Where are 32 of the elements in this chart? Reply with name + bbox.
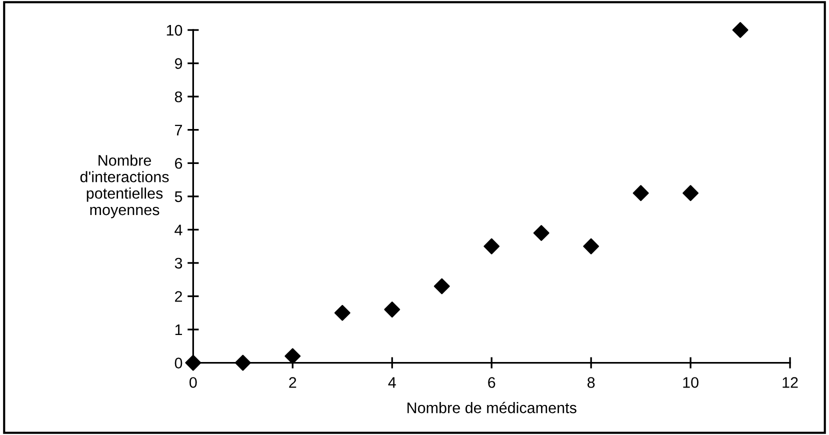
x-tick-label: 12 [782, 377, 798, 388]
y-tick-label: 0 [174, 358, 182, 368]
y-tick-label: 4 [174, 224, 182, 236]
point [284, 348, 301, 364]
point [234, 354, 251, 371]
y-tick-label: 1 [175, 324, 182, 336]
point [434, 278, 450, 294]
y-axis-title: Nombre d'interactions potentielles moyennes [80, 154, 169, 218]
y-tick-label: 8 [174, 91, 182, 102]
y-tick-label: 3 [174, 258, 182, 269]
point [334, 304, 350, 321]
point [384, 302, 400, 318]
point [732, 22, 748, 38]
point [533, 225, 550, 241]
x-tick-label: 4 [388, 377, 396, 388]
x-tick-label: 8 [587, 377, 595, 388]
y-tick-label: 5 [174, 191, 182, 202]
x-tick-label: 6 [488, 377, 496, 388]
x-tick-label: 0 [190, 377, 197, 388]
x-tick-label: 2 [289, 377, 296, 388]
point [682, 185, 699, 202]
x-axis-title: Nombre de médicaments [408, 402, 576, 414]
y-tick-label: 7 [175, 124, 182, 136]
point [484, 238, 500, 254]
y-tick-label: 10 [166, 24, 182, 36]
y-tick-label: 2 [175, 291, 182, 302]
point [632, 185, 649, 202]
y-tick-label: 9 [174, 58, 182, 69]
x-tick-label: 10 [683, 377, 698, 388]
y-tick-label: 6 [175, 158, 182, 169]
point [583, 238, 600, 254]
point [185, 354, 202, 371]
